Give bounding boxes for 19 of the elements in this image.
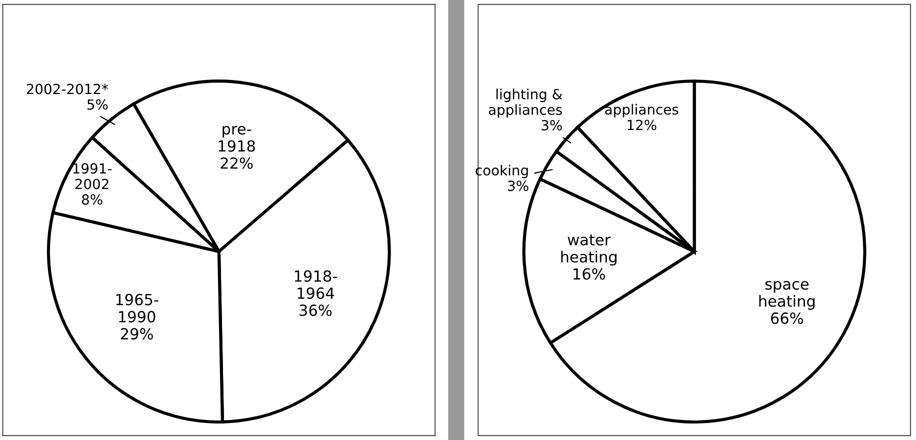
slice-label: 1991-2002 (73, 163, 112, 190)
data-label: 3% (508, 180, 528, 192)
data-label: 22% (220, 157, 253, 169)
data-label: 3% (542, 120, 562, 130)
data-label: 29% (120, 328, 153, 340)
data-label: 36% (300, 304, 332, 316)
data-label: 12% (628, 120, 656, 130)
slice-label: pre-1918 (218, 126, 255, 152)
slice-label: 2002-2012* (26, 84, 108, 94)
data-label: 5% (87, 99, 108, 110)
slice-label: 1918-1964 (294, 270, 337, 299)
slice-label: 1965-1990 (116, 294, 158, 322)
data-label: 8% (82, 194, 102, 205)
slice-label: water heating (561, 234, 617, 266)
data-label: 16% (574, 268, 605, 280)
slice-label: lighting & appliances (488, 88, 562, 118)
slice-label: space heating (759, 280, 815, 310)
slice-label: appliances (605, 104, 678, 118)
data-label: 66% (771, 312, 804, 324)
